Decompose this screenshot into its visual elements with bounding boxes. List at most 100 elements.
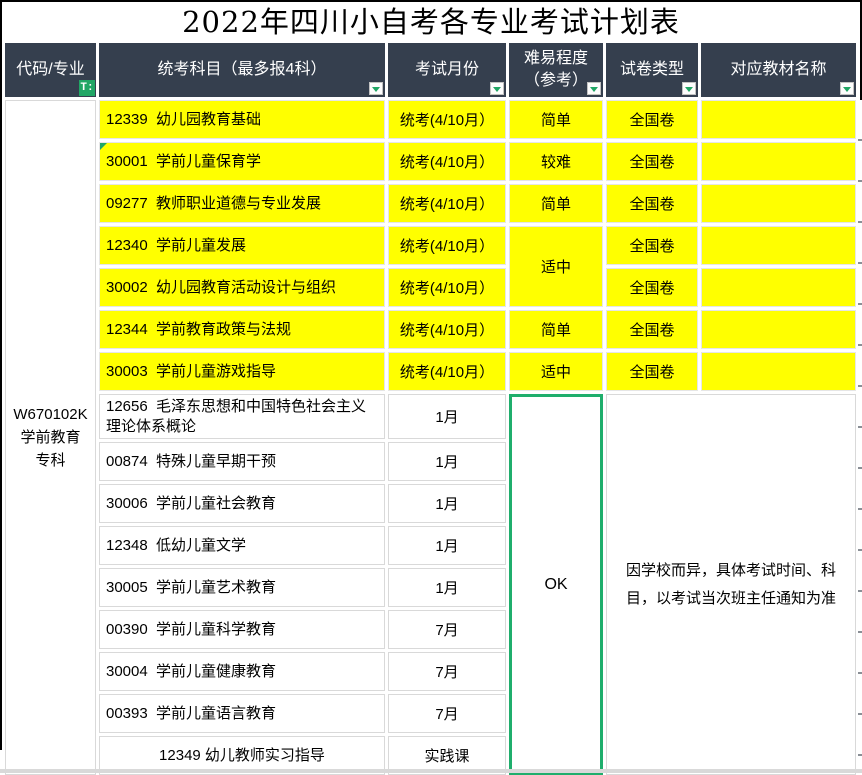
filter-dropdown-icon[interactable] (587, 82, 601, 95)
difficulty-cell[interactable]: 较难 (509, 142, 603, 181)
subject-cell[interactable]: 12344 学前教育政策与法规 (99, 310, 385, 349)
difficulty-cell[interactable]: 简单 (509, 184, 603, 223)
month-cell[interactable]: 1月 (388, 484, 506, 523)
table-row: W670102K 学前教育 专科 12339 幼儿园教育基础 统考(4/10月） 简单… (5, 100, 856, 775)
table-row: 30003 学前儿童游戏指导 统考(4/10月） 适中 全国卷 (5, 352, 856, 391)
column-header-label: 对应教材名称 (730, 60, 827, 78)
table-row: 30002 幼儿园教育活动设计与组织 统考(4/10月） 全国卷 (5, 268, 856, 307)
paper-type-cell[interactable]: 全国卷 (606, 142, 698, 181)
month-cell[interactable]: 7月 (388, 610, 506, 649)
month-cell[interactable]: 统考(4/10月） (388, 100, 506, 139)
filter-applied-icon[interactable]: T: (79, 80, 95, 96)
table-row: 12344 学前教育政策与法规 统考(4/10月） 简单 全国卷 (5, 310, 856, 349)
outer-border-left (0, 0, 2, 750)
outer-border-right (860, 0, 862, 100)
column-header-label: 代码/专业 (16, 60, 85, 78)
table-row: 12348 低幼儿童文学 1月 (5, 526, 856, 565)
paper-type-cell[interactable]: 全国卷 (606, 184, 698, 223)
subject-cell[interactable]: 12348 低幼儿童文学 (99, 526, 385, 565)
paper-type-cell[interactable]: 全国卷 (606, 352, 698, 391)
selected-status-cell[interactable]: OK (509, 394, 603, 775)
textbook-cell[interactable] (701, 268, 856, 307)
filter-dropdown-icon[interactable] (490, 82, 504, 95)
subject-cell[interactable]: 12339 幼儿园教育基础 (99, 100, 385, 139)
filter-dropdown-icon[interactable] (369, 82, 383, 95)
month-cell[interactable]: 1月 (388, 394, 506, 439)
page-title: 2022年四川小自考各专业考试计划表 (182, 5, 680, 39)
subject-cell[interactable]: 30004 学前儿童健康教育 (99, 652, 385, 691)
paper-type-cell[interactable]: 全国卷 (606, 310, 698, 349)
month-cell[interactable]: 1月 (388, 442, 506, 481)
filter-dropdown-icon[interactable] (682, 82, 696, 95)
subject-cell[interactable]: 00393 学前儿童语言教育 (99, 694, 385, 733)
subject-cell[interactable]: 30002 幼儿园教育活动设计与组织 (99, 268, 385, 307)
table-row: 00393 学前儿童语言教育 7月 (5, 694, 856, 733)
subject-cell[interactable]: 12656 毛泽东思想和中国特色社会主义理论体系概论 (99, 394, 385, 439)
subject-cell[interactable]: 00874 特殊儿童早期干预 (99, 442, 385, 481)
month-cell[interactable]: 7月 (388, 652, 506, 691)
column-header-4: 试卷类型 (606, 43, 698, 97)
difficulty-cell[interactable]: 简单 (509, 310, 603, 349)
month-cell[interactable]: 实践课 (388, 736, 506, 775)
outer-border-top (0, 0, 862, 2)
subject-cell[interactable]: 30005 学前儿童艺术教育 (99, 568, 385, 607)
school-note-cell[interactable]: 因学校而异，具体考试时间、科目，以考试当次班主任通知为准 (606, 394, 856, 775)
difficulty-cell[interactable]: 适中 (509, 226, 603, 307)
month-cell[interactable]: 7月 (388, 694, 506, 733)
column-header-label: 考试月份 (414, 60, 479, 78)
column-header-label: 难易程度（参考） (523, 49, 588, 89)
table-row: 30005 学前儿童艺术教育 1月 (5, 568, 856, 607)
table-row: 30001 学前儿童保育学 统考(4/10月） 较难 全国卷 (5, 142, 856, 181)
month-cell[interactable]: 统考(4/10月） (388, 226, 506, 265)
subject-cell[interactable]: 12349 幼儿教师实习指导 (99, 736, 385, 775)
month-cell[interactable]: 1月 (388, 526, 506, 565)
subject-cell[interactable]: 09277 教师职业道德与专业发展 (99, 184, 385, 223)
paper-type-cell[interactable]: 全国卷 (606, 226, 698, 265)
table-row: 30006 学前儿童社会教育 1月 (5, 484, 856, 523)
month-cell[interactable]: 1月 (388, 568, 506, 607)
table-row: 12656 毛泽东思想和中国特色社会主义理论体系概论 1月 OK 因学校而异，具体考试… (5, 394, 856, 775)
difficulty-cell[interactable]: 适中 (509, 352, 603, 391)
column-header-5: 对应教材名称 (701, 43, 856, 97)
title-band: 2022年四川小自考各专业考试计划表 (0, 0, 862, 40)
table-row: 30004 学前儿童健康教育 7月 (5, 652, 856, 691)
column-header-1: 统考科目（最多报4科） (99, 43, 385, 97)
column-header-label: 统考科目（最多报4科） (157, 60, 327, 78)
column-header-0: 代码/专业 T: (5, 43, 96, 97)
month-cell[interactable]: 统考(4/10月） (388, 268, 506, 307)
subject-cell[interactable]: 00390 学前儿童科学教育 (99, 610, 385, 649)
subject-cell[interactable]: 30003 学前儿童游戏指导 (99, 352, 385, 391)
subject-cell[interactable]: 12340 学前儿童发展 (99, 226, 385, 265)
column-header-2: 考试月份 (388, 43, 506, 97)
month-cell[interactable]: 统考(4/10月） (388, 142, 506, 181)
textbook-cell[interactable] (701, 226, 856, 265)
table-row: 09277 教师职业道德与专业发展 统考(4/10月） 简单 全国卷 (5, 184, 856, 223)
sheet-edge-row-ticks (858, 100, 862, 769)
textbook-cell[interactable] (701, 100, 856, 139)
textbook-cell[interactable] (701, 310, 856, 349)
textbook-cell[interactable] (701, 184, 856, 223)
filter-dropdown-icon[interactable] (840, 82, 854, 95)
difficulty-cell[interactable]: 简单 (509, 100, 603, 139)
major-code-cell[interactable]: W670102K 学前教育 专科 (5, 100, 96, 775)
exam-plan-table: 代码/专业 T: 统考科目（最多报4科） 考试月份 难易程度（参考） 试卷类型 对应教材名称… (2, 40, 859, 775)
table-row: 00390 学前儿童科学教育 7月 (5, 610, 856, 649)
subject-cell[interactable]: 30006 学前儿童社会教育 (99, 484, 385, 523)
month-cell[interactable]: 统考(4/10月） (388, 352, 506, 391)
month-cell[interactable]: 统考(4/10月） (388, 184, 506, 223)
sheet-bottom-gridline (0, 769, 862, 773)
column-header-label: 试卷类型 (619, 60, 684, 78)
subject-cell[interactable]: 30001 学前儿童保育学 (99, 142, 385, 181)
textbook-cell[interactable] (701, 142, 856, 181)
header-row: 代码/专业 T: 统考科目（最多报4科） 考试月份 难易程度（参考） 试卷类型 对应教材名称 (5, 43, 856, 97)
table-row: 12349 幼儿教师实习指导 实践课 (5, 736, 856, 775)
comment-indicator (100, 143, 107, 150)
table-row: 00874 特殊儿童早期干预 1月 (5, 442, 856, 481)
table-row: 12340 学前儿童发展 统考(4/10月） 适中 全国卷 (5, 226, 856, 307)
paper-type-cell[interactable]: 全国卷 (606, 268, 698, 307)
textbook-cell[interactable] (701, 352, 856, 391)
column-header-3: 难易程度（参考） (509, 43, 603, 97)
month-cell[interactable]: 统考(4/10月） (388, 310, 506, 349)
paper-type-cell[interactable]: 全国卷 (606, 100, 698, 139)
